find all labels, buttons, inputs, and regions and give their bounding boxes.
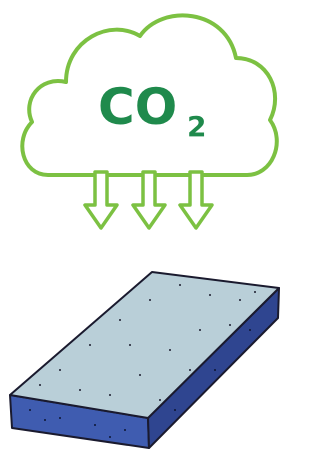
arrows (85, 172, 212, 228)
arrow (85, 172, 117, 228)
arrow (180, 172, 212, 228)
arrow (133, 172, 165, 228)
illustration: CO 2 (0, 0, 283, 452)
co-subscript: 2 (187, 110, 206, 143)
page: CO 2 (() => { const data = JSON.parse(do… (0, 0, 283, 452)
co-label: CO (98, 78, 177, 136)
slab (10, 272, 279, 448)
